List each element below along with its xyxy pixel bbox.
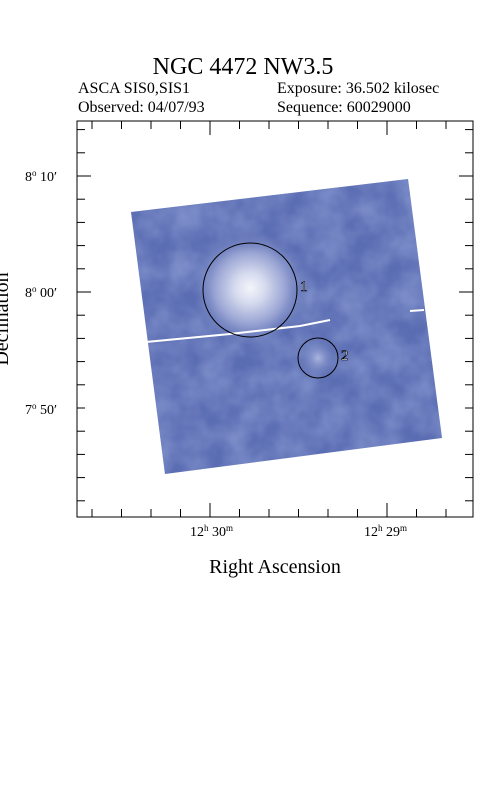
instrument-label: ASCA SIS0,SIS1 (78, 80, 191, 97)
plot-title: NGC 4472 NW3.5 (152, 54, 334, 80)
y-axis-title: Declination (0, 272, 13, 365)
sequence-label: Sequence: 60029000 (277, 99, 411, 116)
x-tick-labels: 12h 30m 12h 29m (190, 523, 407, 540)
xray-image (131, 179, 442, 474)
exposure-label: Exposure: 36.502 kilosec (277, 80, 440, 97)
y-tick-label: 8o 00′ (25, 284, 57, 301)
observed-label: Observed: 04/07/93 (78, 99, 205, 116)
source-1-emission (188, 226, 312, 350)
source-2-emission (292, 332, 344, 384)
source-2-label: 2 (341, 348, 349, 364)
source-1-circle[interactable] (202, 242, 298, 338)
plot-frame (76, 120, 474, 518)
chip-gap (145, 319, 331, 343)
x-axis-title: Right Ascension (209, 556, 341, 578)
x-tick-label: 12h 30m (190, 523, 233, 540)
source-1-label: 1 (300, 279, 308, 295)
y-tick-label: 7o 50′ (25, 401, 57, 418)
axis-ticks (77, 121, 473, 517)
chip-gap (409, 309, 425, 312)
y-tick-label: 8o 10′ (25, 168, 57, 185)
x-tick-label: 12h 29m (364, 523, 407, 540)
source-2-circle[interactable] (297, 337, 339, 379)
y-tick-labels: 8o 10′ 8o 00′ 7o 50′ (25, 168, 57, 418)
